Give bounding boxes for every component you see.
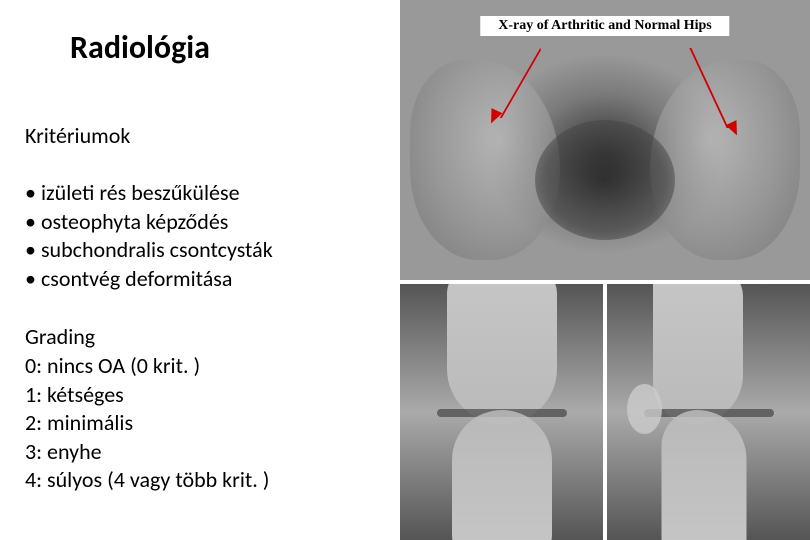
criteria-heading: Kritériumok bbox=[25, 122, 380, 149]
criteria-text: izületi rés beszűkülése bbox=[41, 179, 240, 206]
tibia-shape bbox=[452, 410, 552, 540]
text-column: Radiológia Kritériumok • izületi rés bes… bbox=[0, 0, 400, 540]
knee-xray-lateral-image bbox=[607, 284, 810, 540]
pelvis-shape bbox=[535, 120, 675, 240]
criteria-list: • izületi rés beszűkülése • osteophyta k… bbox=[25, 179, 380, 293]
criteria-item: • csontvég deformitása bbox=[25, 265, 380, 294]
page-title: Radiológia bbox=[70, 28, 380, 67]
grading-item: 2: minimális bbox=[25, 409, 380, 438]
criteria-item: • subchondralis csontcysták bbox=[25, 236, 380, 265]
femur-shape bbox=[447, 284, 557, 424]
hip-xray-image: X-ray of Arthritic and Normal Hips bbox=[400, 0, 810, 280]
grading-item: 3: enyhe bbox=[25, 438, 380, 467]
criteria-item: • izületi rés beszűkülése bbox=[25, 179, 380, 208]
image-column: X-ray of Arthritic and Normal Hips bbox=[400, 0, 810, 540]
hip-xray-label: X-ray of Arthritic and Normal Hips bbox=[480, 16, 729, 36]
tibia-shape bbox=[662, 410, 747, 540]
femur-shape bbox=[653, 284, 743, 424]
grading-item: 4: súlyos (4 vagy több krit. ) bbox=[25, 466, 380, 495]
criteria-item: • osteophyta képződés bbox=[25, 208, 380, 237]
patella-shape bbox=[627, 384, 662, 434]
knee-xray-ap-image bbox=[400, 284, 603, 540]
grading-block: Grading 0: nincs OA (0 krit. ) 1: kétség… bbox=[25, 323, 380, 495]
criteria-text: csontvég deformitása bbox=[41, 265, 232, 292]
criteria-text: subchondralis csontcysták bbox=[41, 236, 273, 263]
grading-heading: Grading bbox=[25, 323, 380, 352]
knee-xray-row bbox=[400, 284, 810, 540]
grading-item: 0: nincs OA (0 krit. ) bbox=[25, 352, 380, 381]
grading-item: 1: kétséges bbox=[25, 381, 380, 410]
criteria-text: osteophyta képződés bbox=[41, 208, 228, 235]
